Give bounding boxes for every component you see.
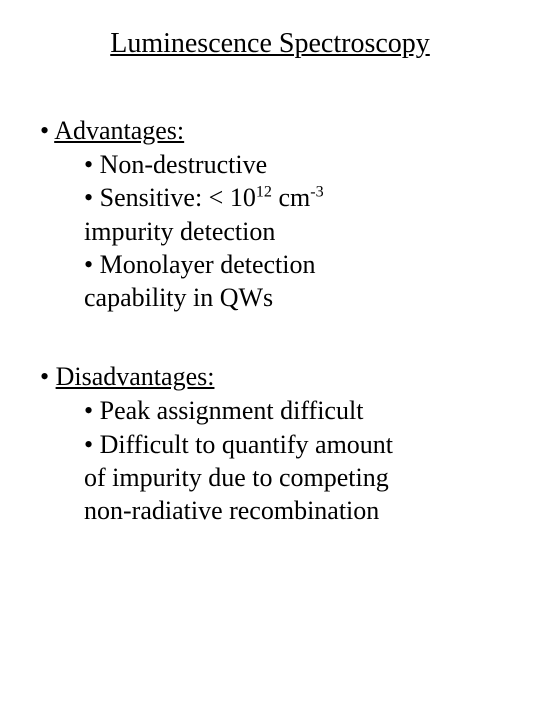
bullet: • bbox=[40, 116, 49, 145]
disadvantages-items: • Peak assignment difficult • Difficult … bbox=[40, 394, 500, 527]
bullet: • bbox=[84, 396, 93, 425]
bullet: • bbox=[84, 250, 93, 279]
advantage-item-3: • Monolayer detection bbox=[84, 248, 500, 281]
advantage-item-1: • Non-destructive bbox=[84, 148, 500, 181]
disadvantage-item-2-cont: of impurity due to competing bbox=[84, 461, 500, 494]
disadvantages-section: • Disadvantages: • Peak assignment diffi… bbox=[40, 362, 500, 527]
disadvantage-item-2-cont2: non-radiative recombination bbox=[84, 494, 500, 527]
advantages-items: • Non-destructive • Sensitive: < 1012 cm… bbox=[40, 148, 500, 314]
advantage-item-2-cont: impurity detection bbox=[84, 215, 500, 248]
advantage-item-1-text: Non-destructive bbox=[100, 150, 268, 179]
advantages-section: • Advantages: • Non-destructive • Sensit… bbox=[40, 116, 500, 314]
advantage-item-3-text: Monolayer detection bbox=[100, 250, 316, 279]
disadvantages-header: • Disadvantages: bbox=[40, 362, 500, 392]
advantages-header: • Advantages: bbox=[40, 116, 500, 146]
advantage-item-3-cont: capability in QWs bbox=[84, 281, 500, 314]
disadvantage-item-2: • Difficult to quantify amount bbox=[84, 428, 500, 461]
advantage-item-2-text: Sensitive: < 1012 cm-3 bbox=[100, 183, 324, 212]
advantages-header-text: Advantages: bbox=[54, 116, 184, 145]
bullet: • bbox=[84, 430, 93, 459]
bullet: • bbox=[40, 362, 49, 391]
disadvantage-item-1: • Peak assignment difficult bbox=[84, 394, 500, 427]
disadvantage-item-1-text: Peak assignment difficult bbox=[100, 396, 364, 425]
page-title: Luminescence Spectroscopy bbox=[40, 28, 500, 60]
advantage-item-2: • Sensitive: < 1012 cm-3 bbox=[84, 181, 500, 214]
bullet: • bbox=[84, 150, 93, 179]
bullet: • bbox=[84, 183, 93, 212]
disadvantage-item-2-text: Difficult to quantify amount bbox=[100, 430, 393, 459]
disadvantages-header-text: Disadvantages: bbox=[56, 362, 215, 391]
